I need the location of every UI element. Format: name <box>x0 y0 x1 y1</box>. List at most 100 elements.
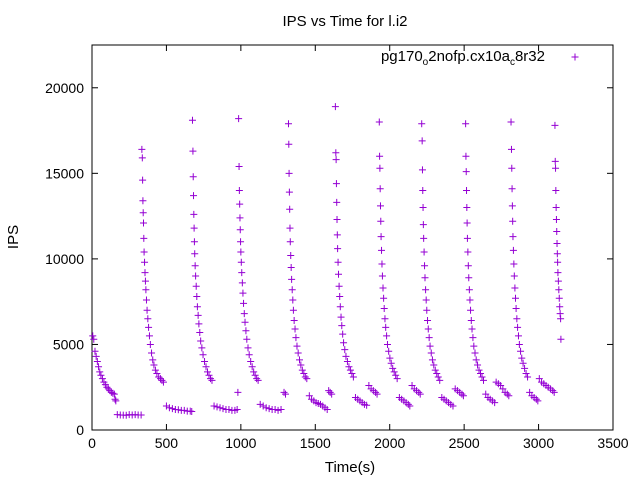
data-point <box>428 356 436 364</box>
data-point <box>555 294 563 302</box>
data-point <box>193 303 201 311</box>
data-point <box>466 296 474 304</box>
y-tick-label: 5000 <box>53 336 84 352</box>
data-point <box>237 238 245 246</box>
data-point <box>336 293 344 301</box>
data-point <box>550 388 558 396</box>
data-point <box>553 228 561 236</box>
data-point <box>515 340 523 348</box>
data-point <box>197 337 205 345</box>
data-point <box>294 349 302 357</box>
data-point <box>459 392 467 400</box>
data-point <box>210 402 218 410</box>
data-point <box>237 258 245 266</box>
data-point <box>285 140 293 148</box>
data-point <box>146 340 154 348</box>
data-point <box>236 214 244 222</box>
data-point <box>286 224 294 232</box>
data-point <box>286 238 294 246</box>
data-point <box>390 368 398 376</box>
data-point <box>104 385 112 393</box>
data-point <box>285 188 293 196</box>
data-point <box>554 269 562 277</box>
data-point <box>235 162 243 170</box>
data-point <box>404 400 412 408</box>
data-point <box>420 248 428 256</box>
data-point <box>343 358 351 366</box>
data-point <box>334 245 342 253</box>
data-point <box>289 296 297 304</box>
data-point <box>137 411 145 419</box>
data-point <box>556 303 564 311</box>
data-point <box>469 334 477 342</box>
data-point <box>464 262 472 270</box>
data-point <box>188 116 196 124</box>
data-point <box>421 262 429 270</box>
data-point <box>285 169 293 177</box>
data-point <box>297 361 305 369</box>
data-point <box>140 248 148 256</box>
data-point <box>513 315 521 323</box>
data-point <box>251 371 259 379</box>
data-point <box>332 149 340 157</box>
data-point <box>510 272 518 280</box>
data-point <box>463 234 471 242</box>
data-point <box>254 376 262 384</box>
data-point <box>250 368 258 376</box>
data-point <box>145 323 153 331</box>
data-point <box>380 305 388 313</box>
data-points <box>89 103 565 419</box>
data-point <box>375 118 383 126</box>
data-point <box>103 383 111 391</box>
data-point <box>328 390 336 398</box>
data-point <box>430 361 438 369</box>
data-point <box>554 277 562 285</box>
x-tick-label: 2500 <box>449 435 480 451</box>
data-point <box>449 402 457 410</box>
data-point <box>97 371 105 379</box>
data-point <box>379 284 387 292</box>
data-point <box>555 286 563 294</box>
data-point <box>511 294 519 302</box>
data-point <box>298 366 306 374</box>
data-point <box>138 145 146 153</box>
data-point <box>434 373 442 381</box>
data-point <box>378 272 386 280</box>
data-point <box>284 120 292 128</box>
data-point <box>524 373 532 381</box>
data-point <box>383 332 391 340</box>
data-point <box>418 137 426 145</box>
data-point <box>463 204 471 212</box>
data-point <box>552 164 560 172</box>
data-point <box>189 173 197 181</box>
data-point <box>418 166 426 174</box>
data-point <box>262 404 270 412</box>
data-point <box>331 103 339 111</box>
data-point <box>475 366 483 374</box>
data-point <box>431 366 439 374</box>
data-point <box>557 315 565 323</box>
data-point <box>392 371 400 379</box>
data-point <box>381 315 389 323</box>
data-point <box>424 325 432 333</box>
data-point <box>110 390 118 398</box>
data-point <box>426 342 434 350</box>
data-point <box>140 219 148 227</box>
data-point <box>141 269 149 277</box>
legend: pg170o2nofp.cx10ac8r32 <box>381 48 579 68</box>
data-point <box>507 145 515 153</box>
data-point <box>378 260 386 268</box>
data-point <box>274 406 282 414</box>
data-point <box>380 294 388 302</box>
data-point <box>288 275 296 283</box>
data-point <box>393 375 401 383</box>
data-point <box>191 262 199 270</box>
data-point <box>383 340 391 348</box>
data-point <box>149 356 157 364</box>
data-point <box>256 400 264 408</box>
data-point <box>338 322 346 330</box>
data-point <box>286 205 294 213</box>
data-point <box>247 358 255 366</box>
data-point <box>140 234 148 242</box>
data-point <box>467 306 475 314</box>
